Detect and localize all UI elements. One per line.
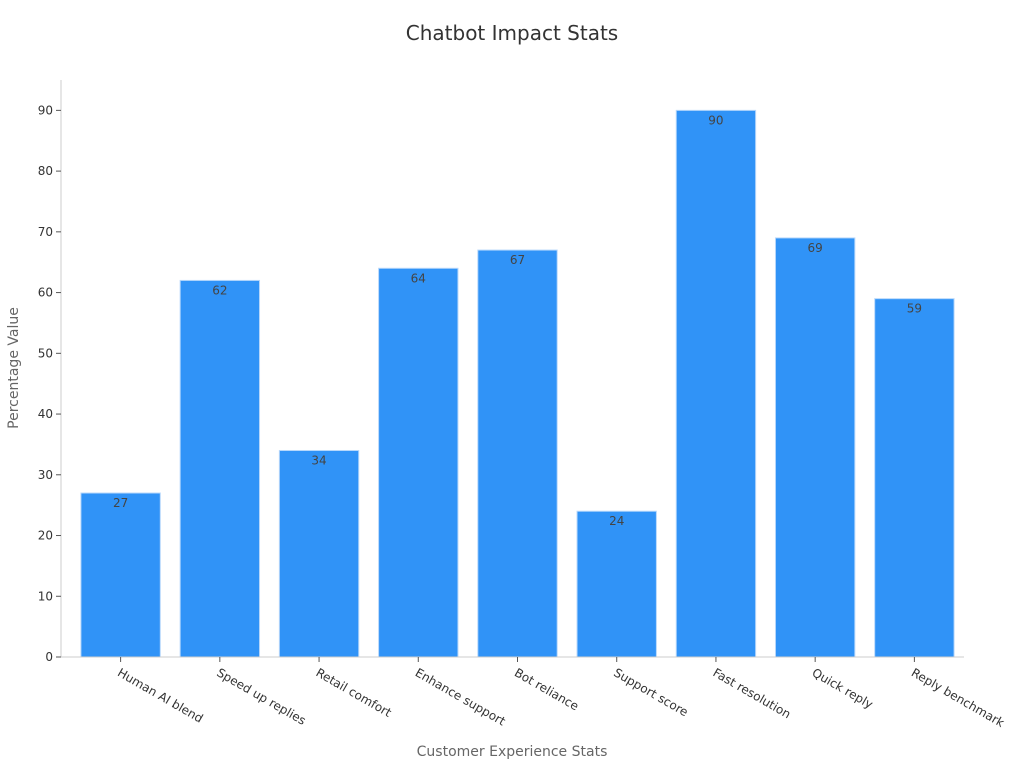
y-axis: 0 10 20 30 40 50 60 70 80 90 <box>38 80 62 664</box>
bar-value-label: 64 <box>411 271 426 285</box>
x-tick-label: Fast resolution <box>710 665 793 721</box>
bars-group: 27 62 34 64 67 24 90 69 59 <box>80 109 955 658</box>
y-tick-label: 60 <box>38 286 53 300</box>
y-tick-label: 80 <box>38 164 53 178</box>
bar <box>80 492 161 658</box>
y-tick-label: 50 <box>38 346 53 360</box>
y-tick-label: 10 <box>38 589 53 603</box>
y-axis-label: Percentage Value <box>6 307 22 429</box>
x-tick-label: Bot reliance <box>512 665 581 713</box>
x-tick-label: Quick reply <box>810 665 876 711</box>
x-tick-label: Enhance support <box>413 665 508 728</box>
y-tick-label: 90 <box>38 103 53 117</box>
y-tick-label: 30 <box>38 468 53 482</box>
x-axis: Human AI blend Speed up replies Retail com… <box>61 656 1007 730</box>
x-tick-label: Support score <box>611 665 690 719</box>
bar-value-label: 59 <box>907 302 922 316</box>
bar-value-label: 69 <box>808 241 823 255</box>
y-tick-label: 70 <box>38 225 53 239</box>
bar <box>278 449 360 658</box>
x-tick-label: Retail comfort <box>314 665 394 720</box>
x-tick-label: Speed up replies <box>214 665 308 727</box>
bar <box>179 279 261 658</box>
x-tick-label: Reply benchmark <box>909 665 1007 730</box>
bar <box>576 510 657 658</box>
bar-value-label: 90 <box>708 113 723 127</box>
bar-value-label: 34 <box>311 453 326 467</box>
bar-value-label: 62 <box>212 283 227 297</box>
chart-title: Chatbot Impact Stats <box>406 21 618 45</box>
x-axis-label: Customer Experience Stats <box>417 744 608 760</box>
bar-value-label: 67 <box>510 253 525 267</box>
bar <box>378 267 459 658</box>
y-tick-label: 40 <box>38 407 53 421</box>
x-tick-label: Human AI blend <box>115 665 205 725</box>
bar-value-label: 27 <box>113 496 128 510</box>
y-tick-label: 20 <box>38 529 53 543</box>
bar <box>774 237 856 658</box>
bar <box>675 109 757 658</box>
bar <box>477 249 558 658</box>
y-tick-label: 0 <box>45 650 53 664</box>
bar-value-label: 24 <box>609 514 624 528</box>
bar <box>874 298 955 658</box>
